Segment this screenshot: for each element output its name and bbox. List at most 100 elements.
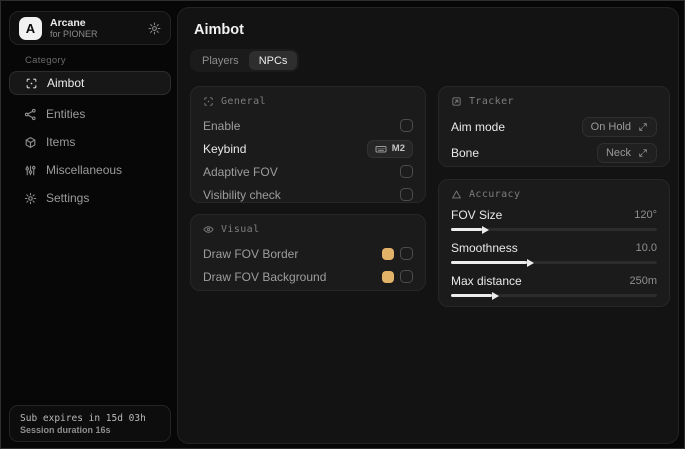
row-controls xyxy=(382,270,413,283)
tab-players[interactable]: Players xyxy=(192,51,249,70)
setting-label: Draw FOV Border xyxy=(203,246,299,261)
color-swatch[interactable] xyxy=(382,270,394,283)
app-subtitle: for PIONER xyxy=(50,28,98,39)
aim-mode-select[interactable]: On Hold xyxy=(581,117,657,137)
smoothness-slider[interactable] xyxy=(451,258,657,267)
slider-thumb[interactable] xyxy=(492,291,500,300)
package-icon xyxy=(24,136,37,149)
slider-value: 10.0 xyxy=(635,242,657,254)
general-panel-title: General xyxy=(221,96,266,107)
sidebar-item-label: Aimbot xyxy=(47,76,85,90)
settings-gear-icon[interactable] xyxy=(148,22,161,35)
category-label: Category xyxy=(25,55,66,66)
setting-label: Visibility check xyxy=(203,187,281,202)
session-duration-text: Session duration 16s xyxy=(20,424,111,435)
tracker-panel-title: Tracker xyxy=(469,96,514,107)
expand-icon xyxy=(638,148,648,158)
app-name: Arcane xyxy=(50,16,86,29)
enable-checkbox[interactable] xyxy=(400,119,413,132)
sidebar-item-aimbot[interactable]: Aimbot xyxy=(9,71,171,95)
visual-panel-title: Visual xyxy=(221,224,260,235)
setting-label: Adaptive FOV xyxy=(203,164,278,179)
expand-icon xyxy=(638,122,648,132)
sidebar-item-items[interactable]: Items xyxy=(9,130,171,154)
slider-value: 250m xyxy=(629,275,657,287)
keyboard-icon xyxy=(375,143,387,155)
setting-row-bone: Bone Neck xyxy=(451,140,657,166)
gear-icon xyxy=(24,192,37,205)
setting-row-visibility-check: Visibility check xyxy=(203,183,413,206)
app-logo: A xyxy=(19,16,42,40)
adaptive-fov-checkbox[interactable] xyxy=(400,165,413,178)
sidebar: A Arcane for PIONER Category Aimbot Enti… xyxy=(1,1,177,448)
setting-row-keybind: Keybind M2 xyxy=(203,137,413,160)
slider-label: Max distance xyxy=(451,274,522,288)
app-header-card: A Arcane for PIONER xyxy=(9,11,171,45)
visual-panel-header: Visual xyxy=(203,224,413,235)
max-distance-slider[interactable] xyxy=(451,291,657,300)
color-swatch[interactable] xyxy=(382,247,394,260)
target-square-icon xyxy=(451,96,462,107)
bone-value: Neck xyxy=(605,147,631,159)
entities-icon xyxy=(24,108,37,121)
tracker-panel: Tracker Aim mode On Hold Bone Neck xyxy=(438,86,670,167)
page-title: Aimbot xyxy=(194,22,244,38)
keybind-button[interactable]: M2 xyxy=(366,139,413,158)
accuracy-panel: Accuracy FOV Size 120° Smoothness 10.0 xyxy=(438,179,670,307)
slider-head: Smoothness 10.0 xyxy=(451,240,657,256)
row-controls xyxy=(382,247,413,260)
accuracy-panel-header: Accuracy xyxy=(451,189,657,200)
setting-label: Draw FOV Background xyxy=(203,269,327,284)
triangle-icon xyxy=(451,189,462,200)
app-title-block: Arcane for PIONER xyxy=(50,17,140,39)
setting-label: Keybind xyxy=(203,141,247,156)
slider-group-max-distance: Max distance 250m xyxy=(451,273,657,300)
setting-row-draw-fov-border: Draw FOV Border xyxy=(203,242,413,265)
bone-select[interactable]: Neck xyxy=(596,143,657,163)
crosshair-icon xyxy=(203,96,214,107)
sliders-icon xyxy=(24,164,37,177)
slider-thumb[interactable] xyxy=(481,225,489,234)
sidebar-item-label: Settings xyxy=(46,191,90,205)
general-panel-header: General xyxy=(203,96,413,107)
setting-label: Enable xyxy=(203,118,241,133)
setting-label: Aim mode xyxy=(451,120,506,134)
draw-fov-background-checkbox[interactable] xyxy=(400,270,413,283)
sidebar-item-miscellaneous[interactable]: Miscellaneous xyxy=(9,158,171,182)
setting-label: Bone xyxy=(451,146,480,160)
fov-size-slider[interactable] xyxy=(451,225,657,234)
general-panel: General Enable Keybind M2 Adaptive FOV xyxy=(190,86,426,203)
tab-npcs[interactable]: NPCs xyxy=(248,51,298,70)
visibility-check-checkbox[interactable] xyxy=(400,188,413,201)
crosshair-icon xyxy=(25,77,38,90)
sub-expires-text: Sub expires in 15d 03h xyxy=(20,412,146,424)
tracker-panel-header: Tracker xyxy=(451,96,657,107)
setting-row-aim-mode: Aim mode On Hold xyxy=(451,114,657,140)
slider-fill xyxy=(451,291,500,300)
slider-value: 120° xyxy=(634,209,657,221)
accuracy-panel-title: Accuracy xyxy=(469,189,521,200)
setting-row-enable: Enable xyxy=(203,114,413,137)
sidebar-item-label: Entities xyxy=(46,107,86,121)
sidebar-item-label: Items xyxy=(46,135,76,149)
sidebar-item-entities[interactable]: Entities xyxy=(9,102,171,126)
slider-fill xyxy=(451,258,535,267)
sidebar-item-settings[interactable]: Settings xyxy=(9,186,171,210)
visual-panel: Visual Draw FOV Border Draw FOV Backgrou… xyxy=(190,214,426,291)
setting-row-adaptive-fov: Adaptive FOV xyxy=(203,160,413,183)
setting-row-draw-fov-background: Draw FOV Background xyxy=(203,265,413,288)
slider-group-fov-size: FOV Size 120° xyxy=(451,207,657,234)
slider-group-smoothness: Smoothness 10.0 xyxy=(451,240,657,267)
tab-bar: Players NPCs xyxy=(190,49,300,72)
eye-icon xyxy=(203,224,214,235)
slider-thumb[interactable] xyxy=(527,258,535,267)
draw-fov-border-checkbox[interactable] xyxy=(400,247,413,260)
app-logo-letter: A xyxy=(25,20,36,36)
keybind-value: M2 xyxy=(391,143,405,154)
slider-label: Smoothness xyxy=(451,241,518,255)
slider-head: FOV Size 120° xyxy=(451,207,657,223)
slider-fill xyxy=(451,225,489,234)
aim-mode-value: On Hold xyxy=(590,121,631,133)
slider-label: FOV Size xyxy=(451,208,503,222)
